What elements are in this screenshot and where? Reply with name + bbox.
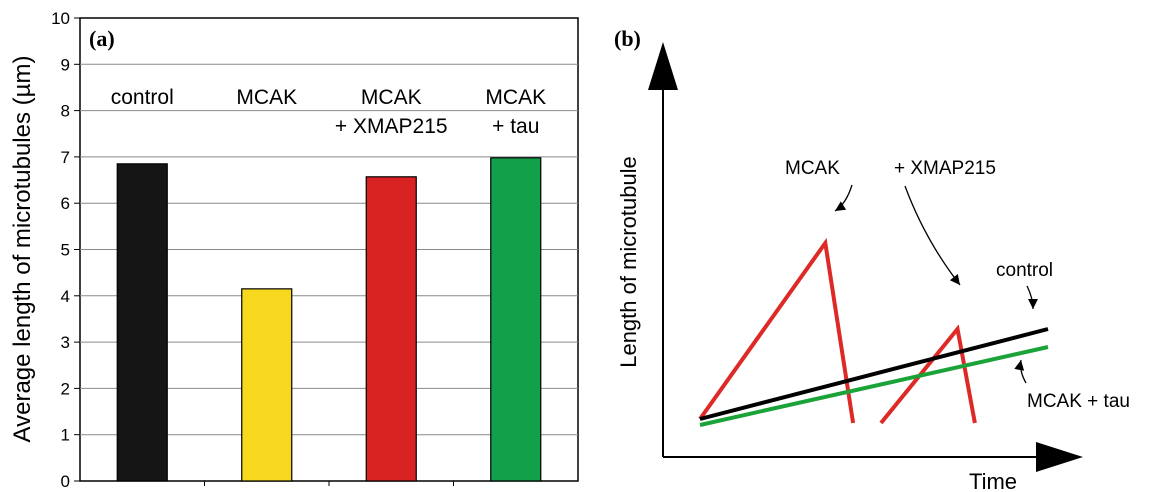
y-axis-arrowhead <box>648 42 678 90</box>
series-line <box>698 237 856 424</box>
y-tick-label: 9 <box>61 55 70 74</box>
category-label: MCAK <box>361 86 422 109</box>
y-axis-label-b: Length of microtubule <box>616 156 641 368</box>
y-tick-label: 0 <box>61 472 70 491</box>
panel-b-label: (b) <box>614 26 641 51</box>
bar <box>365 176 417 482</box>
arrowhead-icon <box>835 201 847 211</box>
y-tick-label: 2 <box>61 379 70 398</box>
panel-a-label: (a) <box>89 26 115 51</box>
y-tick-label: 4 <box>61 287 70 306</box>
panel-b-line-schematic: (b) Time Length of microtubule MCAK + XMA… <box>614 26 1130 492</box>
bar <box>241 288 293 482</box>
category-label: + XMAP215 <box>335 115 448 138</box>
annotation-label: control <box>996 260 1053 281</box>
bars <box>116 157 542 482</box>
series-line <box>879 324 977 425</box>
y-tick-label: 8 <box>61 102 70 121</box>
y-tick-label: 6 <box>61 194 70 213</box>
annotation-label: MCAK <box>785 158 840 179</box>
y-tick-label: 7 <box>61 148 70 167</box>
arrowhead-icon <box>949 274 960 285</box>
y-tick-labels: 0 1 2 3 4 5 6 7 8 9 10 <box>51 9 454 491</box>
series-lines <box>698 237 1049 427</box>
y-axis-label: Average length of microtubules (µm) <box>9 56 36 443</box>
category-label: MCAK <box>236 86 297 109</box>
category-label: control <box>111 86 174 109</box>
y-tick-label: 1 <box>61 426 70 445</box>
category-label: + tau <box>492 115 539 138</box>
panel-a-bar-chart: 0 1 2 3 4 5 6 7 8 9 10 control MCAK MCAK + XMAP215 MCA… <box>9 9 579 491</box>
bar <box>116 163 168 482</box>
bar <box>490 157 542 482</box>
category-labels: control MCAK MCAK + XMAP215 MCAK + tau <box>111 86 546 138</box>
y-tick-label: 3 <box>61 333 70 352</box>
annotation-label: MCAK + tau <box>1027 391 1130 412</box>
annotation-arrow <box>904 185 961 286</box>
annotations: MCAK + XMAP215 control MCAK + tau <box>785 158 1130 412</box>
y-tick-label: 5 <box>61 241 70 260</box>
series-line <box>699 327 1049 421</box>
x-axis-label: Time <box>969 469 1017 492</box>
arrowhead-icon <box>1028 299 1038 309</box>
axes <box>648 42 1083 472</box>
category-label: MCAK <box>485 86 546 109</box>
y-tick-label: 10 <box>51 9 70 28</box>
x-axis-arrowhead <box>1036 442 1083 472</box>
series-line <box>699 345 1049 427</box>
arrowhead-icon <box>1014 360 1025 371</box>
annotation-label: + XMAP215 <box>894 158 996 179</box>
